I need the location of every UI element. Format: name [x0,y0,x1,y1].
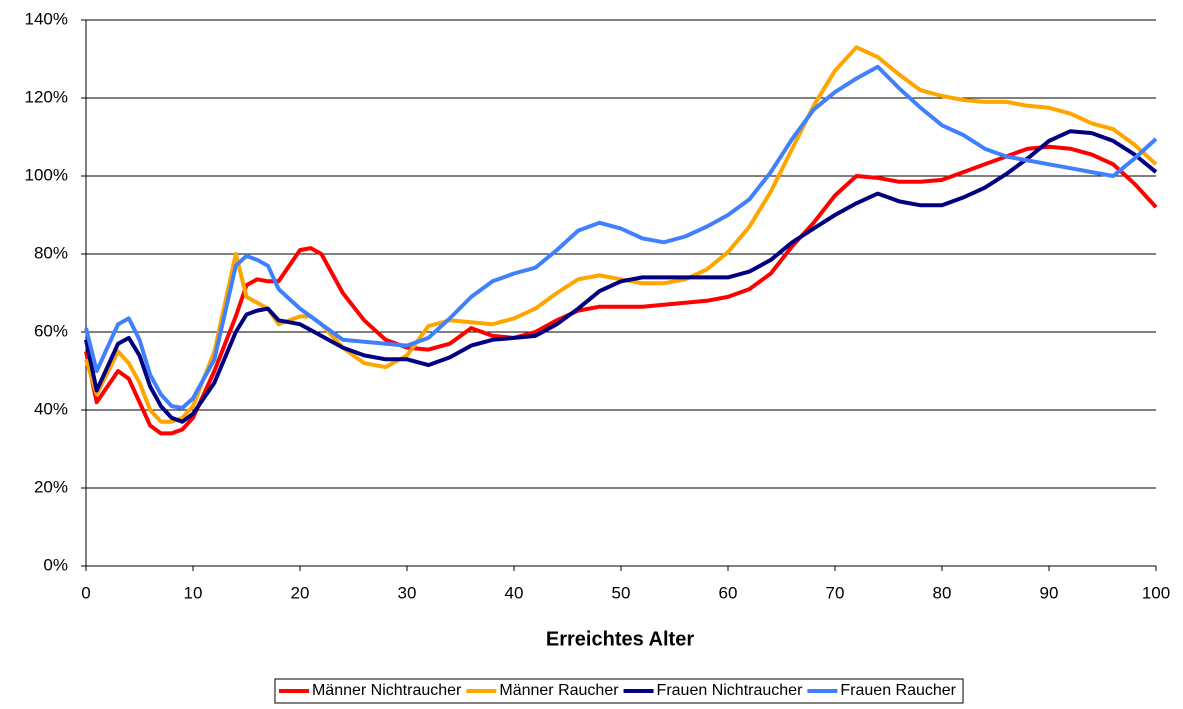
x-tick-label: 30 [398,583,417,602]
series-line [84,129,1158,424]
x-tick-label: 60 [719,583,738,602]
series-line [84,144,1158,436]
x-tick-label: 20 [291,583,310,602]
series-line [84,64,1158,410]
legend-label: Männer Raucher [499,682,619,699]
x-tick-label: 10 [184,583,203,602]
y-tick-label: 0% [43,555,68,574]
y-tick-label: 140% [25,9,68,28]
x-tick-label: 40 [505,583,524,602]
series-line [84,45,1158,424]
x-tick-label: 70 [826,583,845,602]
y-tick-label: 40% [34,399,68,418]
y-tick-label: 120% [25,87,68,106]
legend: Männer Nichtraucher Männer Raucher Frauen … [274,678,964,704]
legend-label: Männer Nichtraucher [312,682,462,699]
y-tick-label: 100% [25,165,68,184]
x-axis-label: Erreichtes Alter [546,628,694,650]
legend-box [274,678,964,704]
legend-label: Frauen Nichtraucher [657,682,804,699]
x-tick-label: 50 [612,583,631,602]
y-tick-label: 20% [34,477,68,496]
x-tick-label: 90 [1040,583,1059,602]
x-tick-label: 100 [1142,583,1170,602]
y-tick-label: 60% [34,321,68,340]
x-tick-label: 0 [81,583,90,602]
y-tick-label: 80% [34,243,68,262]
legend-label: Frauen Raucher [840,682,956,699]
x-tick-label: 80 [933,583,952,602]
